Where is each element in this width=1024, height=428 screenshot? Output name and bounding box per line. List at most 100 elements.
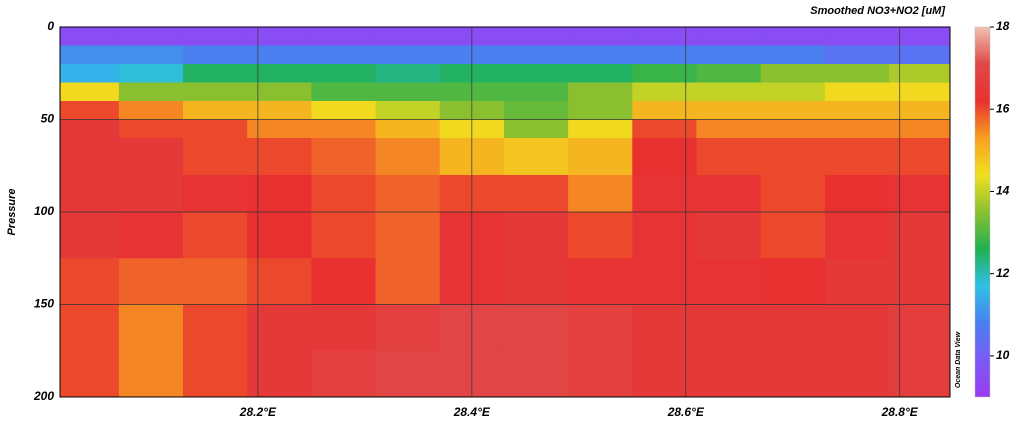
cell xyxy=(118,258,184,305)
cell xyxy=(503,350,569,398)
cell xyxy=(118,138,184,176)
cell xyxy=(118,82,184,102)
cell xyxy=(311,175,377,213)
cell xyxy=(503,45,569,65)
cell xyxy=(60,258,120,305)
cell xyxy=(247,175,312,213)
cell xyxy=(696,304,762,352)
cell xyxy=(568,119,633,139)
cell xyxy=(696,119,762,139)
cell xyxy=(889,45,951,65)
cell xyxy=(503,82,569,102)
cell xyxy=(824,27,890,46)
cell xyxy=(824,82,890,102)
cell xyxy=(824,212,890,259)
cell xyxy=(503,27,569,46)
cell xyxy=(375,119,441,139)
cell xyxy=(632,119,697,139)
colorbar-tick-label: 10 xyxy=(996,348,1010,362)
cell xyxy=(118,64,184,83)
cell xyxy=(183,304,248,352)
cell xyxy=(696,258,762,305)
cell xyxy=(60,175,120,213)
cell xyxy=(760,350,826,398)
cell xyxy=(311,101,377,120)
cell xyxy=(760,304,826,352)
cell xyxy=(889,304,951,352)
cell xyxy=(696,212,762,259)
cell xyxy=(568,27,633,46)
cell xyxy=(696,350,762,398)
cell xyxy=(311,258,377,305)
cell xyxy=(632,304,697,352)
cell xyxy=(503,212,569,259)
cell xyxy=(311,212,377,259)
cell xyxy=(247,64,312,83)
cell xyxy=(696,175,762,213)
cell xyxy=(183,258,248,305)
cell xyxy=(503,258,569,305)
cell xyxy=(118,175,184,213)
cell xyxy=(760,175,826,213)
cell xyxy=(375,45,441,65)
cell xyxy=(183,119,248,139)
cell xyxy=(696,101,762,120)
cell xyxy=(760,45,826,65)
cell xyxy=(118,101,184,120)
cell xyxy=(183,82,248,102)
cell xyxy=(632,64,697,83)
cell xyxy=(824,304,890,352)
cell xyxy=(503,138,569,176)
cell xyxy=(60,45,120,65)
cell xyxy=(696,27,762,46)
x-tick-label: 28.8°E xyxy=(881,405,919,419)
cell xyxy=(889,212,951,259)
cell xyxy=(247,258,312,305)
cell xyxy=(889,101,951,120)
cell xyxy=(696,138,762,176)
cell xyxy=(632,101,697,120)
cell xyxy=(183,45,248,65)
cell xyxy=(311,27,377,46)
y-tick-label: 200 xyxy=(33,389,54,403)
cell xyxy=(760,212,826,259)
cell xyxy=(760,82,826,102)
cell xyxy=(632,82,697,102)
cell xyxy=(247,101,312,120)
x-tick-label: 28.4°E xyxy=(453,405,491,419)
colorbar xyxy=(974,26,991,398)
plot-frame xyxy=(59,26,951,398)
cell xyxy=(311,119,377,139)
cell xyxy=(632,350,697,398)
y-tick-label: 100 xyxy=(34,204,54,218)
cell xyxy=(118,212,184,259)
cell xyxy=(375,27,441,46)
cell xyxy=(632,175,697,213)
cell xyxy=(375,175,441,213)
cell xyxy=(60,101,120,120)
x-tick-label: 28.6°E xyxy=(667,405,705,419)
cell xyxy=(60,27,120,46)
cell xyxy=(375,82,441,102)
cell xyxy=(118,350,184,398)
cell xyxy=(824,119,890,139)
y-tick-label: 0 xyxy=(47,19,54,33)
cell xyxy=(568,258,633,305)
cell xyxy=(60,212,120,259)
cell xyxy=(760,119,826,139)
cell xyxy=(889,119,951,139)
cell xyxy=(118,304,184,352)
chart-title: Smoothed NO3+NO2 [uM] xyxy=(810,5,945,17)
cell xyxy=(247,82,312,102)
cell xyxy=(375,350,441,398)
cell xyxy=(568,304,633,352)
cell xyxy=(760,258,826,305)
cell xyxy=(375,64,441,83)
cell xyxy=(311,82,377,102)
cell xyxy=(889,64,951,83)
cell xyxy=(824,138,890,176)
cell xyxy=(696,45,762,65)
colorbar-tick-label: 16 xyxy=(996,101,1010,115)
cell xyxy=(247,304,312,352)
